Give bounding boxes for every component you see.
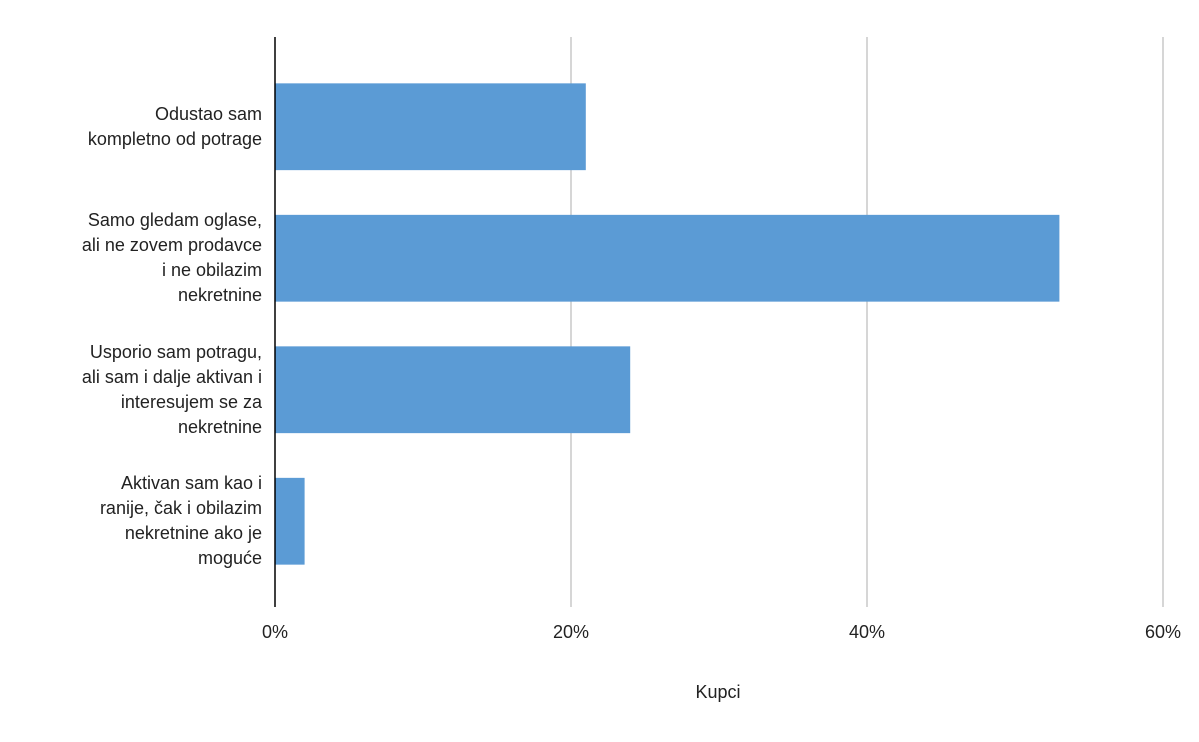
bar — [275, 477, 305, 565]
y-tick-label: Samo gledam oglase, ali ne zovem prodavc… — [81, 210, 262, 306]
x-axis-title: Kupci — [695, 682, 740, 702]
x-tick-label: 20% — [553, 622, 589, 642]
x-tick-label: 60% — [1145, 622, 1181, 642]
bar — [275, 346, 631, 434]
y-tick-label: Aktivan sam kao i ranije, čak i obilazim… — [99, 473, 262, 569]
y-tick-label: Usporio sam potragu, ali sam i dalje akt… — [81, 341, 262, 437]
x-tick-label: 40% — [849, 622, 885, 642]
bar — [275, 214, 1060, 302]
x-tick-label: 0% — [262, 622, 288, 642]
y-tick-label: Odustao sam kompletno od potrage — [87, 103, 262, 149]
bar — [275, 83, 586, 171]
